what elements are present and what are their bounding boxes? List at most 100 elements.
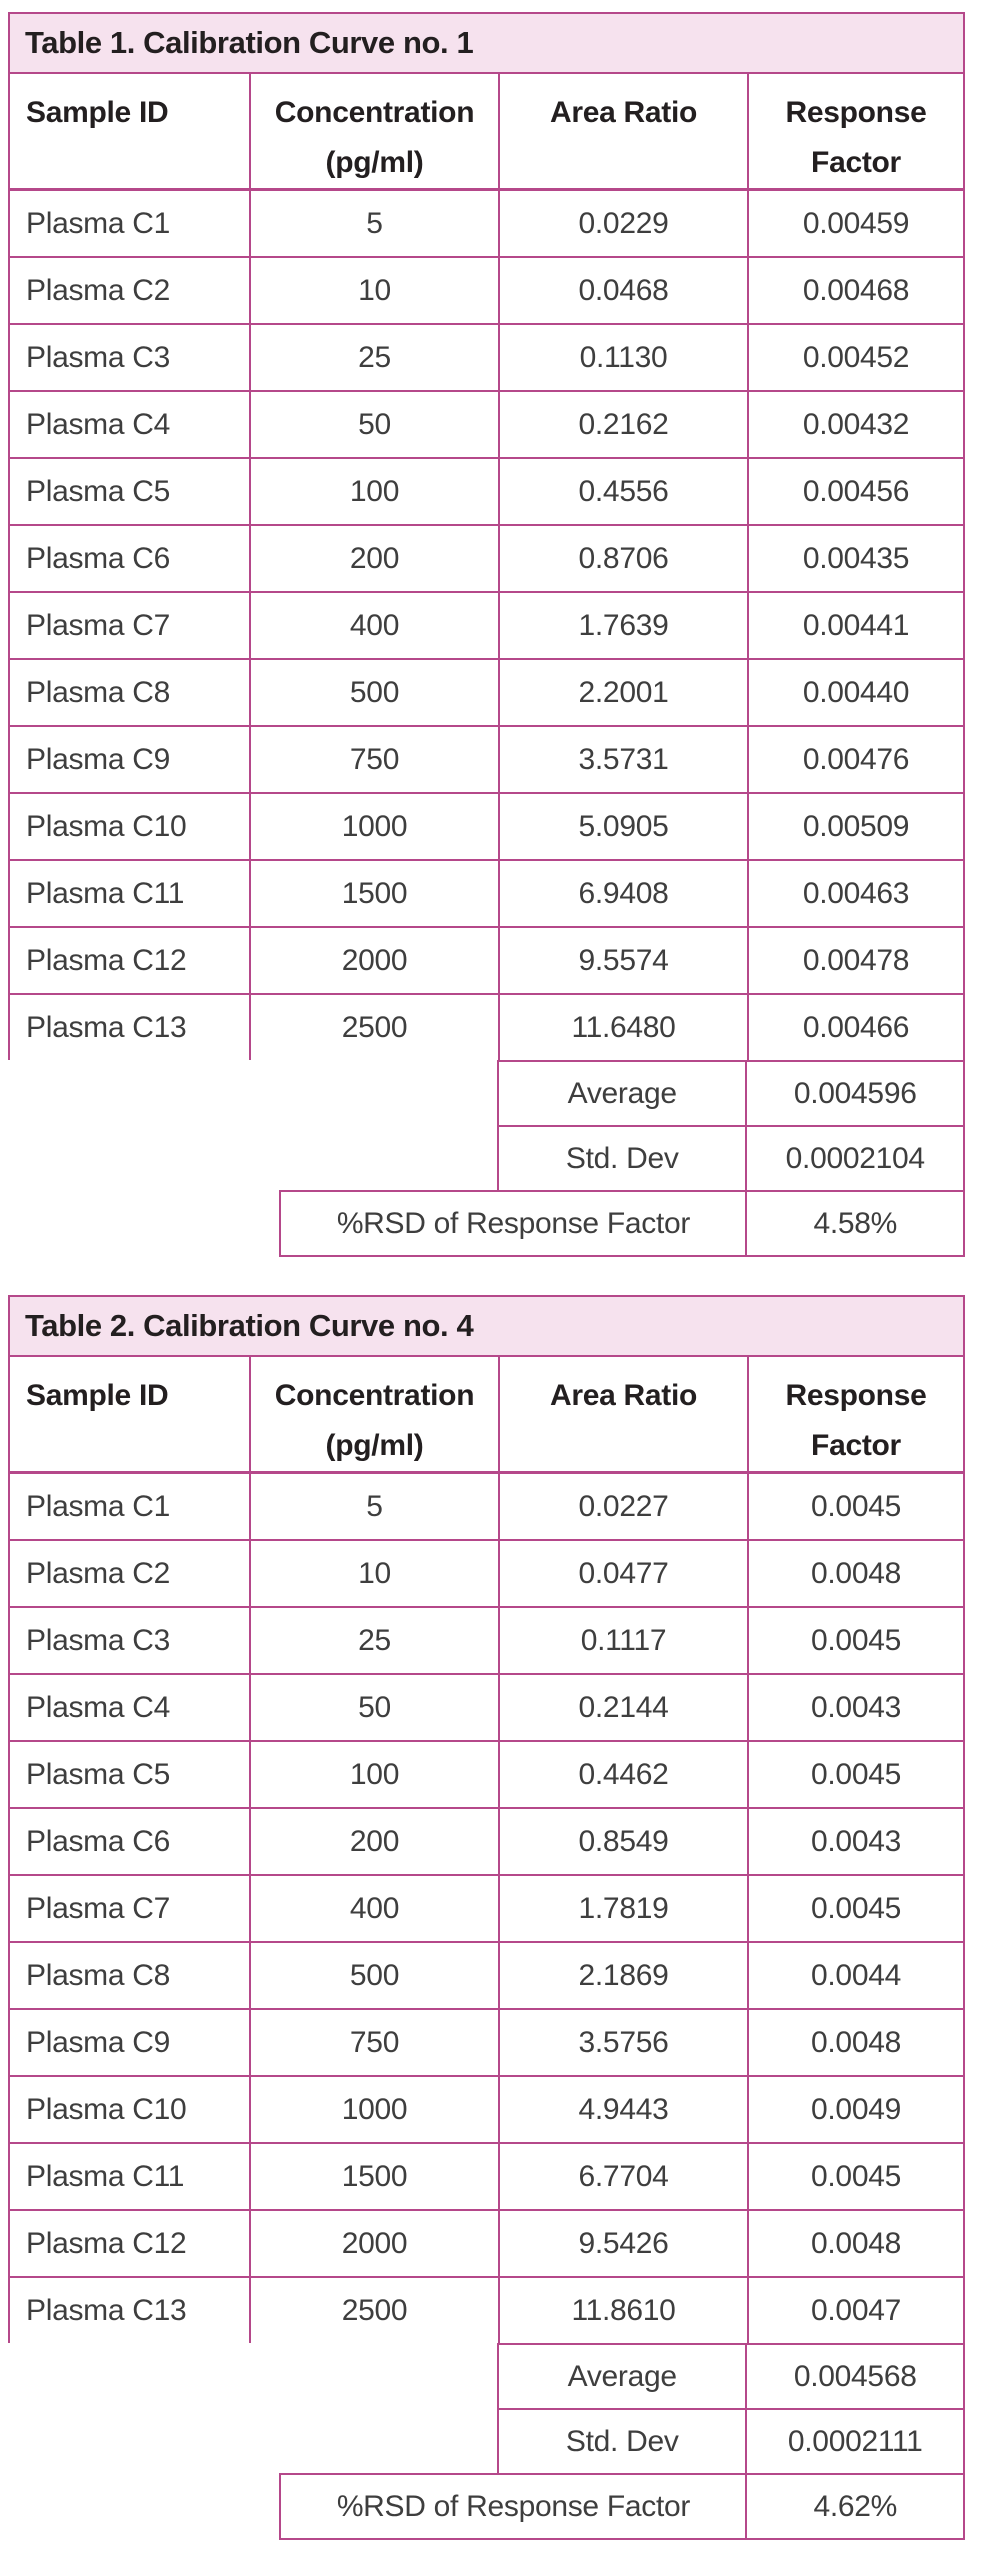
average-value: 0.004568 <box>745 2343 965 2410</box>
table-title: Table 2. Calibration Curve no. 4 <box>25 1308 474 1343</box>
sample-id-cell: Plasma C12 <box>10 928 249 993</box>
calibration-table-2: Table 2. Calibration Curve no. 4 Sample … <box>8 1295 965 2540</box>
concentration-cell: 750 <box>251 2010 498 2075</box>
response-factor-cell: 0.0047 <box>749 2278 963 2343</box>
area-ratio-cell: 0.0227 <box>500 1474 747 1539</box>
concentration-cell: 25 <box>251 1608 498 1673</box>
summary-spacer <box>8 2473 280 2540</box>
column-header-concentration: Concentration (pg/ml) <box>251 74 498 189</box>
summary-spacer <box>8 1060 497 1127</box>
column-header-response-factor: Response Factor <box>749 1357 963 1472</box>
area-ratio-cell: 0.8549 <box>500 1809 747 1874</box>
response-factor-cell: 0.0045 <box>749 1474 963 1539</box>
concentration-cell: 50 <box>251 392 498 457</box>
response-factor-cell: 0.0045 <box>749 1608 963 1673</box>
column-header-area-ratio: Area Ratio <box>500 74 747 189</box>
response-factor-cell: 0.00452 <box>749 325 963 390</box>
summary-spacer <box>8 1125 497 1192</box>
area-ratio-cell: 0.1117 <box>500 1608 747 1673</box>
sample-id-cell: Plasma C1 <box>10 191 249 256</box>
sample-id-cell: Plasma C6 <box>10 1809 249 1874</box>
calibration-table-1: Table 1. Calibration Curve no. 1 Sample … <box>8 12 965 1257</box>
area-ratio-cell: 6.7704 <box>500 2144 747 2209</box>
rsd-row: %RSD of Response Factor 4.58% <box>8 1190 965 1257</box>
sample-id-cell: Plasma C5 <box>10 459 249 524</box>
response-factor-cell: 0.0045 <box>749 2144 963 2209</box>
sample-id-cell: Plasma C10 <box>10 794 249 859</box>
sample-id-cell: Plasma C5 <box>10 1742 249 1807</box>
area-ratio-cell: 0.8706 <box>500 526 747 591</box>
table-title-band: Table 2. Calibration Curve no. 4 <box>8 1295 965 1357</box>
summary-spacer <box>8 2408 497 2475</box>
column-header-concentration: Concentration (pg/ml) <box>251 1357 498 1472</box>
response-factor-cell: 0.0048 <box>749 2010 963 2075</box>
response-factor-cell: 0.00478 <box>749 928 963 993</box>
concentration-cell: 100 <box>251 459 498 524</box>
sample-id-cell: Plasma C12 <box>10 2211 249 2276</box>
summary-row-std-dev: Std. Dev 0.0002104 <box>8 1125 965 1192</box>
area-ratio-cell: 0.1130 <box>500 325 747 390</box>
concentration-cell: 5 <box>251 1474 498 1539</box>
response-factor-cell: 0.00459 <box>749 191 963 256</box>
summary-rows: Average 0.004568 Std. Dev 0.0002111 %RSD of … <box>8 2343 965 2540</box>
average-label: Average <box>496 2343 748 2410</box>
concentration-cell: 1000 <box>251 2077 498 2142</box>
response-factor-cell: 0.0048 <box>749 1541 963 1606</box>
sample-id-cell: Plasma C11 <box>10 861 249 926</box>
column-header-response-factor: Response Factor <box>749 74 963 189</box>
concentration-cell: 50 <box>251 1675 498 1740</box>
area-ratio-cell: 6.9408 <box>500 861 747 926</box>
area-ratio-cell: 9.5426 <box>500 2211 747 2276</box>
sample-id-cell: Plasma C4 <box>10 392 249 457</box>
sample-id-cell: Plasma C8 <box>10 1943 249 2008</box>
column-header-sample-id: Sample ID <box>10 74 249 189</box>
rsd-label: %RSD of Response Factor <box>279 1190 748 1257</box>
std-dev-label: Std. Dev <box>496 1125 748 1192</box>
area-ratio-cell: 0.0477 <box>500 1541 747 1606</box>
concentration-cell: 25 <box>251 325 498 390</box>
sample-id-cell: Plasma C10 <box>10 2077 249 2142</box>
concentration-cell: 1000 <box>251 794 498 859</box>
area-ratio-cell: 9.5574 <box>500 928 747 993</box>
summary-rows: Average 0.004596 Std. Dev 0.0002104 %RSD of … <box>8 1060 965 1257</box>
area-ratio-cell: 1.7639 <box>500 593 747 658</box>
area-ratio-cell: 0.4556 <box>500 459 747 524</box>
response-factor-cell: 0.0044 <box>749 1943 963 2008</box>
concentration-cell: 200 <box>251 1809 498 1874</box>
area-ratio-cell: 5.0905 <box>500 794 747 859</box>
response-factor-cell: 0.0045 <box>749 1876 963 1941</box>
concentration-cell: 1500 <box>251 2144 498 2209</box>
rsd-label: %RSD of Response Factor <box>279 2473 748 2540</box>
response-factor-cell: 0.00463 <box>749 861 963 926</box>
response-factor-cell: 0.0049 <box>749 2077 963 2142</box>
sample-id-cell: Plasma C7 <box>10 1876 249 1941</box>
sample-id-cell: Plasma C9 <box>10 2010 249 2075</box>
average-label: Average <box>496 1060 748 1127</box>
area-ratio-cell: 0.4462 <box>500 1742 747 1807</box>
response-factor-cell: 0.00468 <box>749 258 963 323</box>
summary-row-std-dev: Std. Dev 0.0002111 <box>8 2408 965 2475</box>
response-factor-cell: 0.00476 <box>749 727 963 792</box>
response-factor-cell: 0.00432 <box>749 392 963 457</box>
concentration-cell: 500 <box>251 1943 498 2008</box>
std-dev-label: Std. Dev <box>496 2408 748 2475</box>
area-ratio-cell: 2.2001 <box>500 660 747 725</box>
summary-spacer <box>8 2343 497 2410</box>
area-ratio-cell: 2.1869 <box>500 1943 747 2008</box>
sample-id-cell: Plasma C3 <box>10 1608 249 1673</box>
rsd-value: 4.62% <box>745 2473 965 2540</box>
response-factor-cell: 0.00456 <box>749 459 963 524</box>
area-ratio-cell: 0.2162 <box>500 392 747 457</box>
table-grid: Sample ID Concentration (pg/ml) Area Ratio… <box>8 1355 965 2345</box>
concentration-cell: 500 <box>251 660 498 725</box>
area-ratio-cell: 1.7819 <box>500 1876 747 1941</box>
sample-id-cell: Plasma C1 <box>10 1474 249 1539</box>
response-factor-cell: 0.00509 <box>749 794 963 859</box>
rsd-row: %RSD of Response Factor 4.62% <box>8 2473 965 2540</box>
concentration-cell: 10 <box>251 1541 498 1606</box>
concentration-cell: 1500 <box>251 861 498 926</box>
table-title-band: Table 1. Calibration Curve no. 1 <box>8 12 965 74</box>
sample-id-cell: Plasma C8 <box>10 660 249 725</box>
response-factor-cell: 0.0043 <box>749 1675 963 1740</box>
area-ratio-cell: 3.5756 <box>500 2010 747 2075</box>
